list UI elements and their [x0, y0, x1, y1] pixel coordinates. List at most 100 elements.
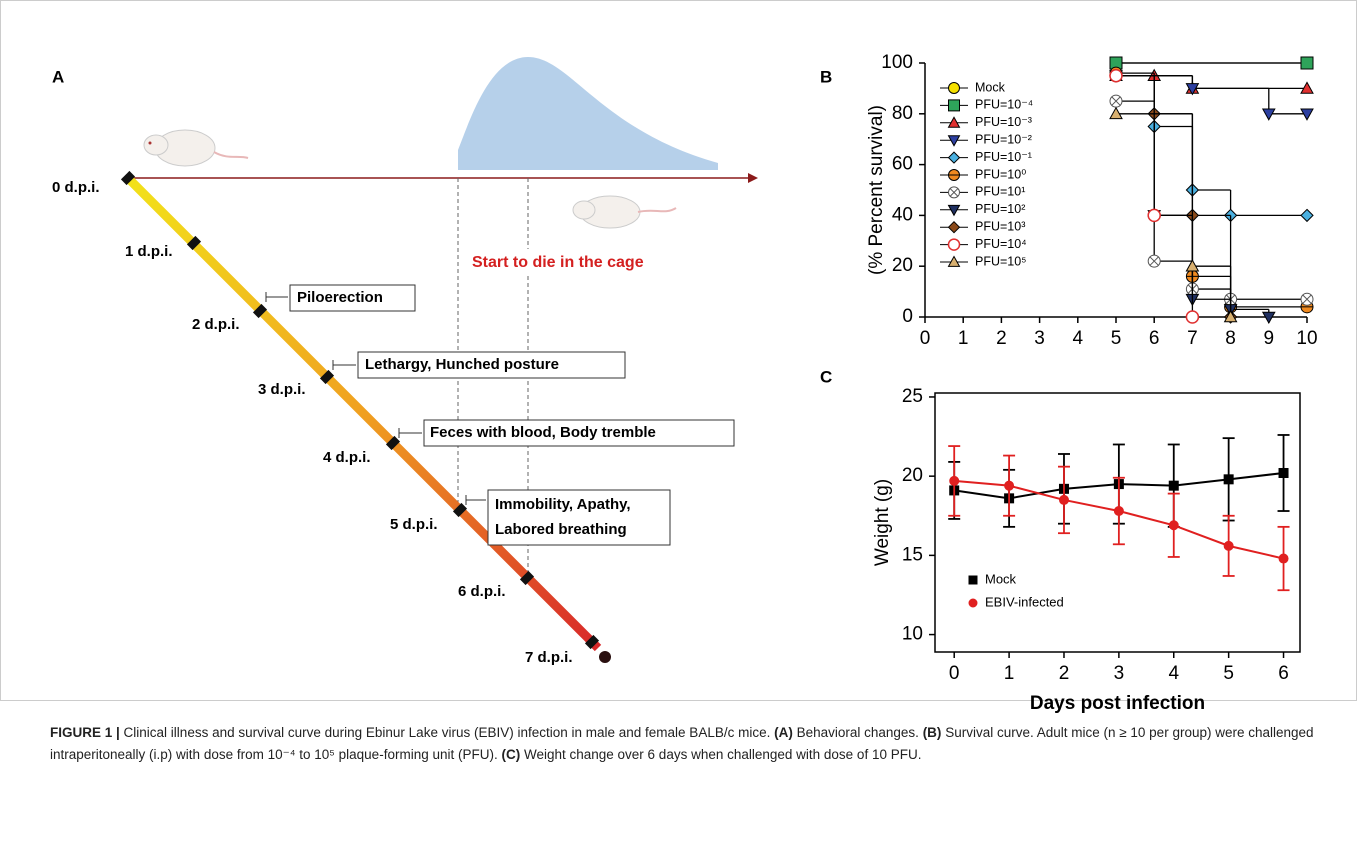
- day-label: 7 d.p.i.: [525, 649, 573, 666]
- marker: [1109, 68, 1123, 83]
- x-tick-label: 3: [1114, 663, 1125, 684]
- x-tick-label: 5: [1111, 328, 1122, 349]
- marker-shape: [1223, 309, 1238, 323]
- day-tick: [452, 502, 468, 518]
- figure-frame: [0, 0, 1357, 701]
- marker-shape: [1185, 83, 1200, 96]
- event-box: [357, 351, 626, 379]
- x-tick-label: 0: [949, 663, 960, 684]
- event-label: Feces with blood, Body tremble: [430, 424, 656, 441]
- panel-label: B: [820, 67, 832, 86]
- caption-text: FIGURE 1 |: [50, 725, 120, 740]
- marker: [1168, 480, 1179, 491]
- x-tick-label: 9: [1264, 328, 1275, 349]
- panel-label: C: [820, 367, 832, 386]
- legend-label: PFU=10²: [975, 202, 1025, 216]
- caption-text: (A): [774, 725, 793, 740]
- mouse-icon: [572, 195, 677, 229]
- marker: [1261, 311, 1276, 325]
- day-tick: [519, 570, 535, 586]
- marker: [1109, 94, 1123, 108]
- marker-shape: [1300, 81, 1314, 94]
- day-label: 1 d.p.i.: [125, 243, 173, 260]
- marker: [947, 151, 961, 164]
- marker: [1058, 494, 1069, 505]
- event-box: [289, 284, 416, 312]
- marker-shape: [947, 220, 961, 234]
- marker: [1223, 474, 1234, 485]
- y-axis-title: (% Percent survival): [866, 105, 887, 275]
- marker-shape: [948, 82, 960, 94]
- marker-shape: [949, 475, 960, 486]
- day-label: 2 d.p.i.: [192, 316, 240, 333]
- marker-shape: [949, 188, 959, 197]
- marker-shape: [1109, 106, 1123, 120]
- marker-shape: [1302, 294, 1312, 304]
- event-connector: [465, 495, 486, 505]
- marker-shape: [947, 204, 961, 217]
- day-label: 0 d.p.i.: [52, 179, 100, 196]
- caption: FIGURE 1 | Clinical illness and survival…: [50, 722, 1340, 766]
- x-tick-label: 2: [1059, 663, 1070, 684]
- marker: [948, 186, 960, 199]
- marker-shape: [1109, 68, 1123, 83]
- day-tick: [252, 303, 268, 319]
- marker-shape: [1223, 474, 1234, 485]
- x-tick-label: 6: [1278, 663, 1289, 684]
- legend-label: Mock: [985, 571, 1017, 586]
- marker: [1300, 108, 1314, 121]
- day-label: 3 d.p.i.: [258, 381, 306, 398]
- event-label: Immobility, Apathy,: [495, 496, 631, 513]
- caption-text: Behavioral changes.: [792, 725, 923, 740]
- marker: [947, 116, 961, 128]
- marker: [1109, 106, 1123, 120]
- panel-label: A: [52, 67, 64, 86]
- caption-text: (C): [501, 747, 521, 762]
- legend-label: EBIV-infected: [985, 594, 1064, 609]
- legend-label: PFU=10⁻⁴: [975, 98, 1033, 112]
- marker-shape: [1149, 256, 1159, 266]
- death-label: Start to die in the cage: [472, 254, 644, 271]
- y-tick-label: 10: [902, 624, 923, 645]
- marker: [1278, 553, 1289, 564]
- day-tick: [319, 369, 335, 385]
- legend-label: PFU=10⁻³: [975, 115, 1032, 129]
- y-tick-label: 0: [902, 306, 913, 327]
- legend-label: PFU=10⁵: [975, 254, 1026, 268]
- day-tick: [385, 435, 401, 451]
- marker-shape: [1168, 480, 1179, 491]
- marker: [1004, 480, 1015, 491]
- marker-shape: [1300, 56, 1314, 70]
- legend-label: Mock: [975, 80, 1006, 94]
- marker: [968, 598, 978, 608]
- marker-shape: [1278, 553, 1289, 564]
- x-tick-label: 8: [1225, 328, 1236, 349]
- x-tick-label: 6: [1149, 328, 1160, 349]
- marker-shape: [1185, 259, 1200, 272]
- marker: [1223, 540, 1234, 551]
- marker: [947, 135, 961, 147]
- marker: [1168, 520, 1179, 531]
- marker-shape: [1223, 540, 1234, 551]
- day-tick: [584, 634, 600, 650]
- marker: [1185, 310, 1200, 324]
- marker: [948, 82, 960, 94]
- event-label: Piloerection: [297, 289, 383, 306]
- marker: [1147, 254, 1161, 268]
- marker-shape: [948, 99, 960, 112]
- marker-shape: [947, 255, 961, 267]
- x-tick-label: 10: [1296, 328, 1317, 349]
- y-tick-label: 20: [892, 255, 913, 276]
- marker-shape: [1004, 480, 1015, 491]
- y-tick-label: 40: [892, 204, 913, 225]
- marker-shape: [947, 116, 961, 128]
- x-tick-label: 0: [920, 328, 931, 349]
- marker: [1147, 208, 1161, 223]
- event-connector: [332, 360, 356, 370]
- y-tick-label: 100: [881, 52, 913, 73]
- day-label: 6 d.p.i.: [458, 583, 506, 600]
- caption-text: (B): [922, 725, 942, 740]
- legend-label: PFU=10⁰: [975, 167, 1026, 181]
- marker-shape: [968, 598, 978, 608]
